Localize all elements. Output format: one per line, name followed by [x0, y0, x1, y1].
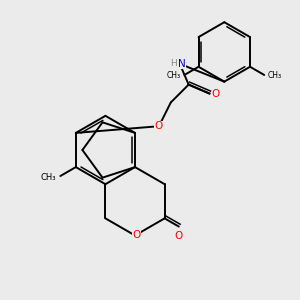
Text: CH₃: CH₃: [167, 71, 181, 80]
Text: O: O: [155, 121, 163, 131]
Text: CH₃: CH₃: [268, 71, 282, 80]
Text: H: H: [170, 59, 177, 68]
Text: O: O: [132, 230, 141, 241]
Text: CH₃: CH₃: [40, 173, 56, 182]
Text: O: O: [175, 231, 183, 241]
Text: N: N: [178, 59, 186, 69]
Text: O: O: [212, 88, 220, 98]
